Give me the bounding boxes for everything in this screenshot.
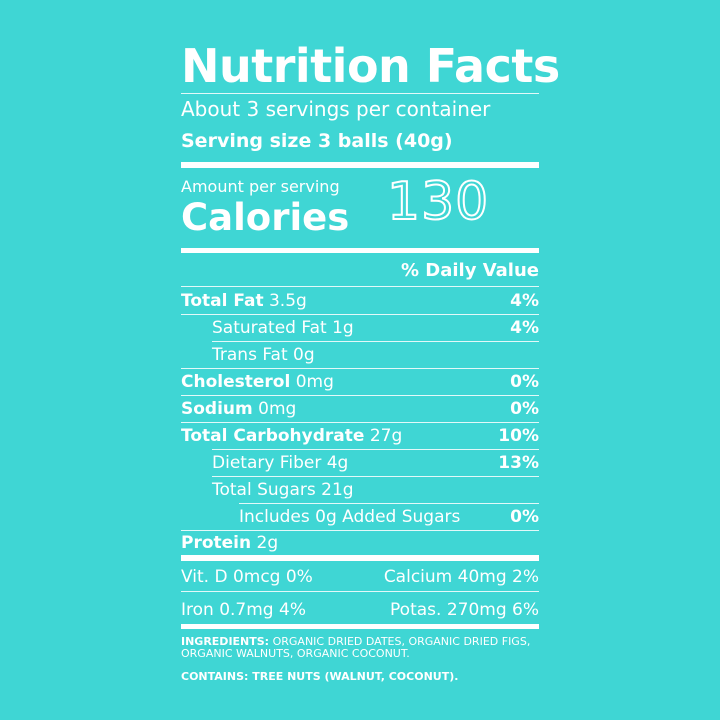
divider-thick (181, 248, 539, 253)
nutrient-row-saturated-fat: Saturated Fat 1g 4% (181, 315, 539, 341)
nutrient-row-total-sugars: Total Sugars 21g (181, 477, 539, 503)
calcium: Calcium 40mg 2% (383, 567, 539, 587)
divider-thick (181, 555, 539, 561)
divider-thin (181, 314, 539, 315)
nutrient-dv: 4% (510, 291, 539, 311)
servings-per-container: About 3 servings per container (181, 97, 491, 121)
allergen-statement: CONTAINS: TREE NUTS (WALNUT, COCONUT). (181, 670, 459, 683)
ingredients-statement: INGREDIENTS: ORGANIC DRIED DATES, ORGANI… (181, 636, 539, 660)
divider-thin (181, 93, 539, 94)
divider-thin (181, 368, 539, 369)
nutrient-amount: 21g (321, 480, 354, 500)
nutrient-dv: 4% (510, 318, 539, 338)
vitamin-d: Vit. D 0mcg 0% (181, 567, 313, 587)
divider-thin (181, 591, 539, 592)
divider-thin (181, 395, 539, 396)
nutrient-name: Sodium (181, 399, 253, 419)
nutrient-dv: 0% (510, 372, 539, 392)
nutrient-name: Protein (181, 533, 252, 553)
daily-value-header: % Daily Value (400, 260, 539, 281)
divider-thin (212, 476, 539, 477)
nutrient-row-trans-fat: Trans Fat 0g (181, 342, 539, 368)
nutrient-row-sodium: Sodium 0mg 0% (181, 396, 539, 422)
nutrient-row-protein: Protein 2g (181, 530, 539, 556)
nutrient-row-added-sugars: Includes 0g Added Sugars 0% (181, 504, 539, 530)
nutrient-name: Total Fat (181, 291, 264, 311)
nutrient-amount: 1g (332, 318, 354, 338)
vitamin-row: Vit. D 0mcg 0% Calcium 40mg 2% (181, 563, 539, 591)
iron: Iron 0.7mg 4% (181, 600, 306, 620)
ingredients-text: ORGANIC DRIED DATES, ORGANIC DRIED FIGS,… (181, 635, 531, 660)
ingredients-label: INGREDIENTS: (181, 635, 270, 648)
nutrient-row-cholesterol: Cholesterol 0mg 0% (181, 369, 539, 395)
nutrient-name: Cholesterol (181, 372, 291, 392)
divider-thick (181, 162, 539, 168)
amount-per-serving: Amount per serving (181, 177, 340, 196)
calories-label: Calories (181, 196, 350, 239)
nutrient-name: Dietary Fiber (212, 453, 322, 473)
nutrient-name: Total Sugars (212, 480, 316, 500)
nutrient-amount: 3.5g (268, 291, 307, 311)
nutrient-row-total-carbohydrate: Total Carbohydrate 27g 10% (181, 423, 539, 449)
nutrient-dv: 0% (510, 507, 539, 527)
nutrient-name: Total Carbohydrate (181, 426, 365, 446)
nutrient-amount: 4g (326, 453, 349, 473)
serving-size: Serving size 3 balls (40g) (181, 130, 453, 152)
divider-thin (212, 341, 539, 342)
calories-value: 130 (386, 171, 490, 233)
nutrient-amount: 0mg (295, 372, 334, 392)
label-title: Nutrition Facts (181, 39, 560, 93)
nutrient-name: Includes 0g Added Sugars (239, 507, 461, 527)
vitamin-row: Iron 0.7mg 4% Potas. 270mg 6% (181, 596, 539, 624)
divider-thin (181, 422, 539, 423)
nutrient-name: Trans Fat (212, 345, 288, 365)
divider-thick (181, 624, 539, 629)
nutrient-dv: 10% (498, 426, 539, 446)
nutrient-dv: 0% (510, 399, 539, 419)
nutrient-dv: 13% (498, 453, 539, 473)
nutrient-amount: 0g (293, 345, 315, 365)
divider-thin (181, 286, 539, 287)
nutrient-row-total-fat: Total Fat 3.5g 4% (181, 288, 539, 314)
nutrient-row-dietary-fiber: Dietary Fiber 4g 13% (181, 450, 539, 476)
nutrient-amount: 27g (369, 426, 403, 446)
divider-thin (181, 530, 539, 531)
divider-thin (212, 449, 539, 450)
nutrient-amount: 0mg (258, 399, 297, 419)
nutrient-amount: 2g (256, 533, 279, 553)
nutrient-name: Saturated Fat (212, 318, 327, 338)
divider-thin (239, 503, 539, 504)
potassium: Potas. 270mg 6% (390, 600, 539, 620)
